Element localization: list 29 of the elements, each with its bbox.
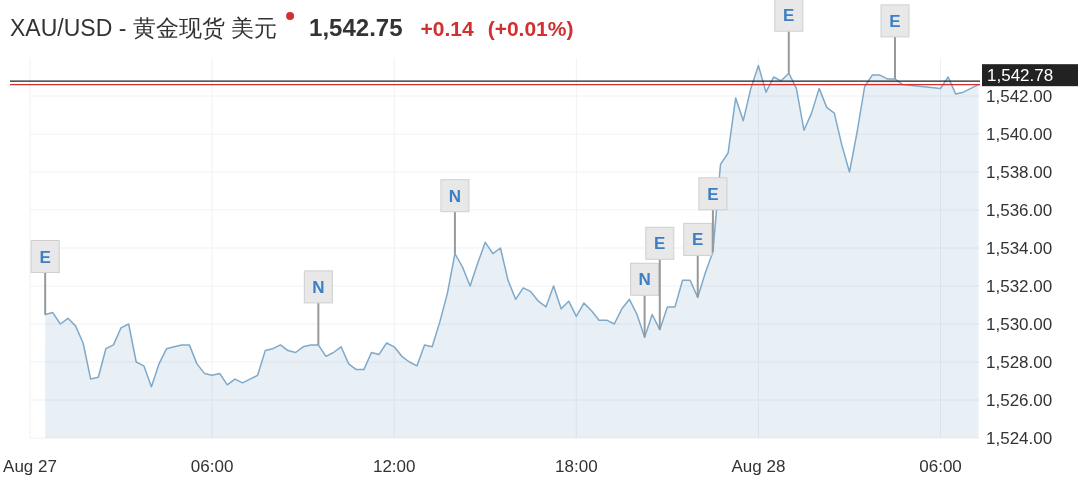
x-tick-label: Aug 28 xyxy=(731,457,786,476)
y-tick-label: 1,530.00 xyxy=(986,315,1053,334)
annotation: N xyxy=(448,186,462,206)
y-tick-label: 1,542.00 xyxy=(986,87,1053,106)
y-tick-label: 1,536.00 xyxy=(986,201,1053,220)
text: +0.14 xyxy=(420,17,474,40)
x-tick-label: 12:00 xyxy=(372,457,416,476)
annotation: N xyxy=(312,277,325,297)
y-tick-label: 1,528.00 xyxy=(986,353,1053,372)
ref-line-label: 1,542.78 xyxy=(987,65,1054,85)
annotation: E xyxy=(654,234,666,254)
y-tick-label: 1,538.00 xyxy=(986,163,1053,182)
annotation: E xyxy=(783,6,795,26)
y-tick-label: 1,540.00 xyxy=(986,125,1053,144)
y-tick-label: 1,524.00 xyxy=(986,429,1053,448)
y-tick-label: 1,534.00 xyxy=(986,239,1053,258)
annotation: E xyxy=(889,11,901,31)
chart-subtitle: 1,542.75 xyxy=(309,14,403,41)
x-tick-label: 06:00 xyxy=(190,457,234,476)
y-tick-label: 1,526.00 xyxy=(986,391,1053,410)
x-tick-label: 18:00 xyxy=(555,457,598,476)
x-tick-label: Aug 27 xyxy=(3,457,57,476)
text: (+0.01%) xyxy=(487,17,574,40)
y-tick-label: 1,532.00 xyxy=(986,277,1053,296)
annotation: E xyxy=(39,247,51,267)
annotation: E xyxy=(692,230,704,250)
chart-title: XAU/USD - 黄金现货 美元 xyxy=(10,15,278,41)
x-tick-label: 06:00 xyxy=(919,457,962,476)
annotation: E xyxy=(707,184,719,204)
